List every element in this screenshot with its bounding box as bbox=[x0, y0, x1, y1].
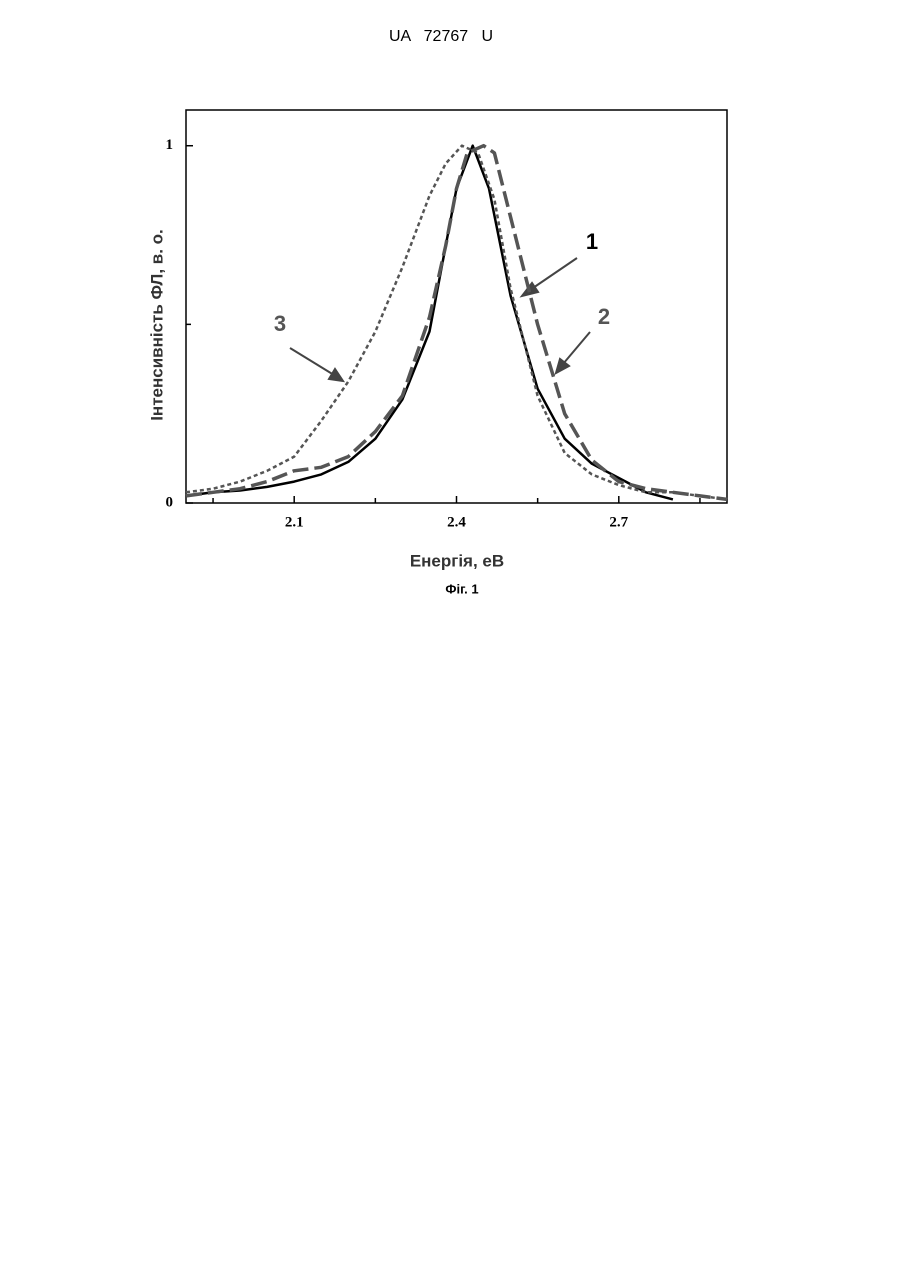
series-label: 3 bbox=[274, 311, 286, 336]
x-tick-label: 2.4 bbox=[447, 514, 466, 530]
page: UA 72767 U Енергія, еВ Інтенсивність ФЛ,… bbox=[0, 0, 901, 1273]
series-label: 2 bbox=[598, 304, 610, 329]
y-tick-label: 0 bbox=[166, 494, 174, 510]
y-tick-label: 1 bbox=[166, 137, 174, 153]
y-axis-label: Інтенсивність ФЛ, в. о. bbox=[147, 229, 166, 421]
plot-frame bbox=[186, 110, 727, 503]
x-tick-label: 2.1 bbox=[285, 514, 304, 530]
caption: Фіг. 1 bbox=[445, 581, 478, 596]
document: UA 72767 U Енергія, еВ Інтенсивність ФЛ,… bbox=[0, 0, 901, 1273]
header: UA 72767 U bbox=[389, 28, 493, 45]
series-line bbox=[186, 146, 727, 500]
x-tick-label: 2.7 bbox=[609, 514, 628, 530]
x-axis-label: Енергія, еВ bbox=[410, 551, 504, 570]
series-line bbox=[186, 146, 727, 500]
series-label: 1 bbox=[586, 229, 598, 254]
